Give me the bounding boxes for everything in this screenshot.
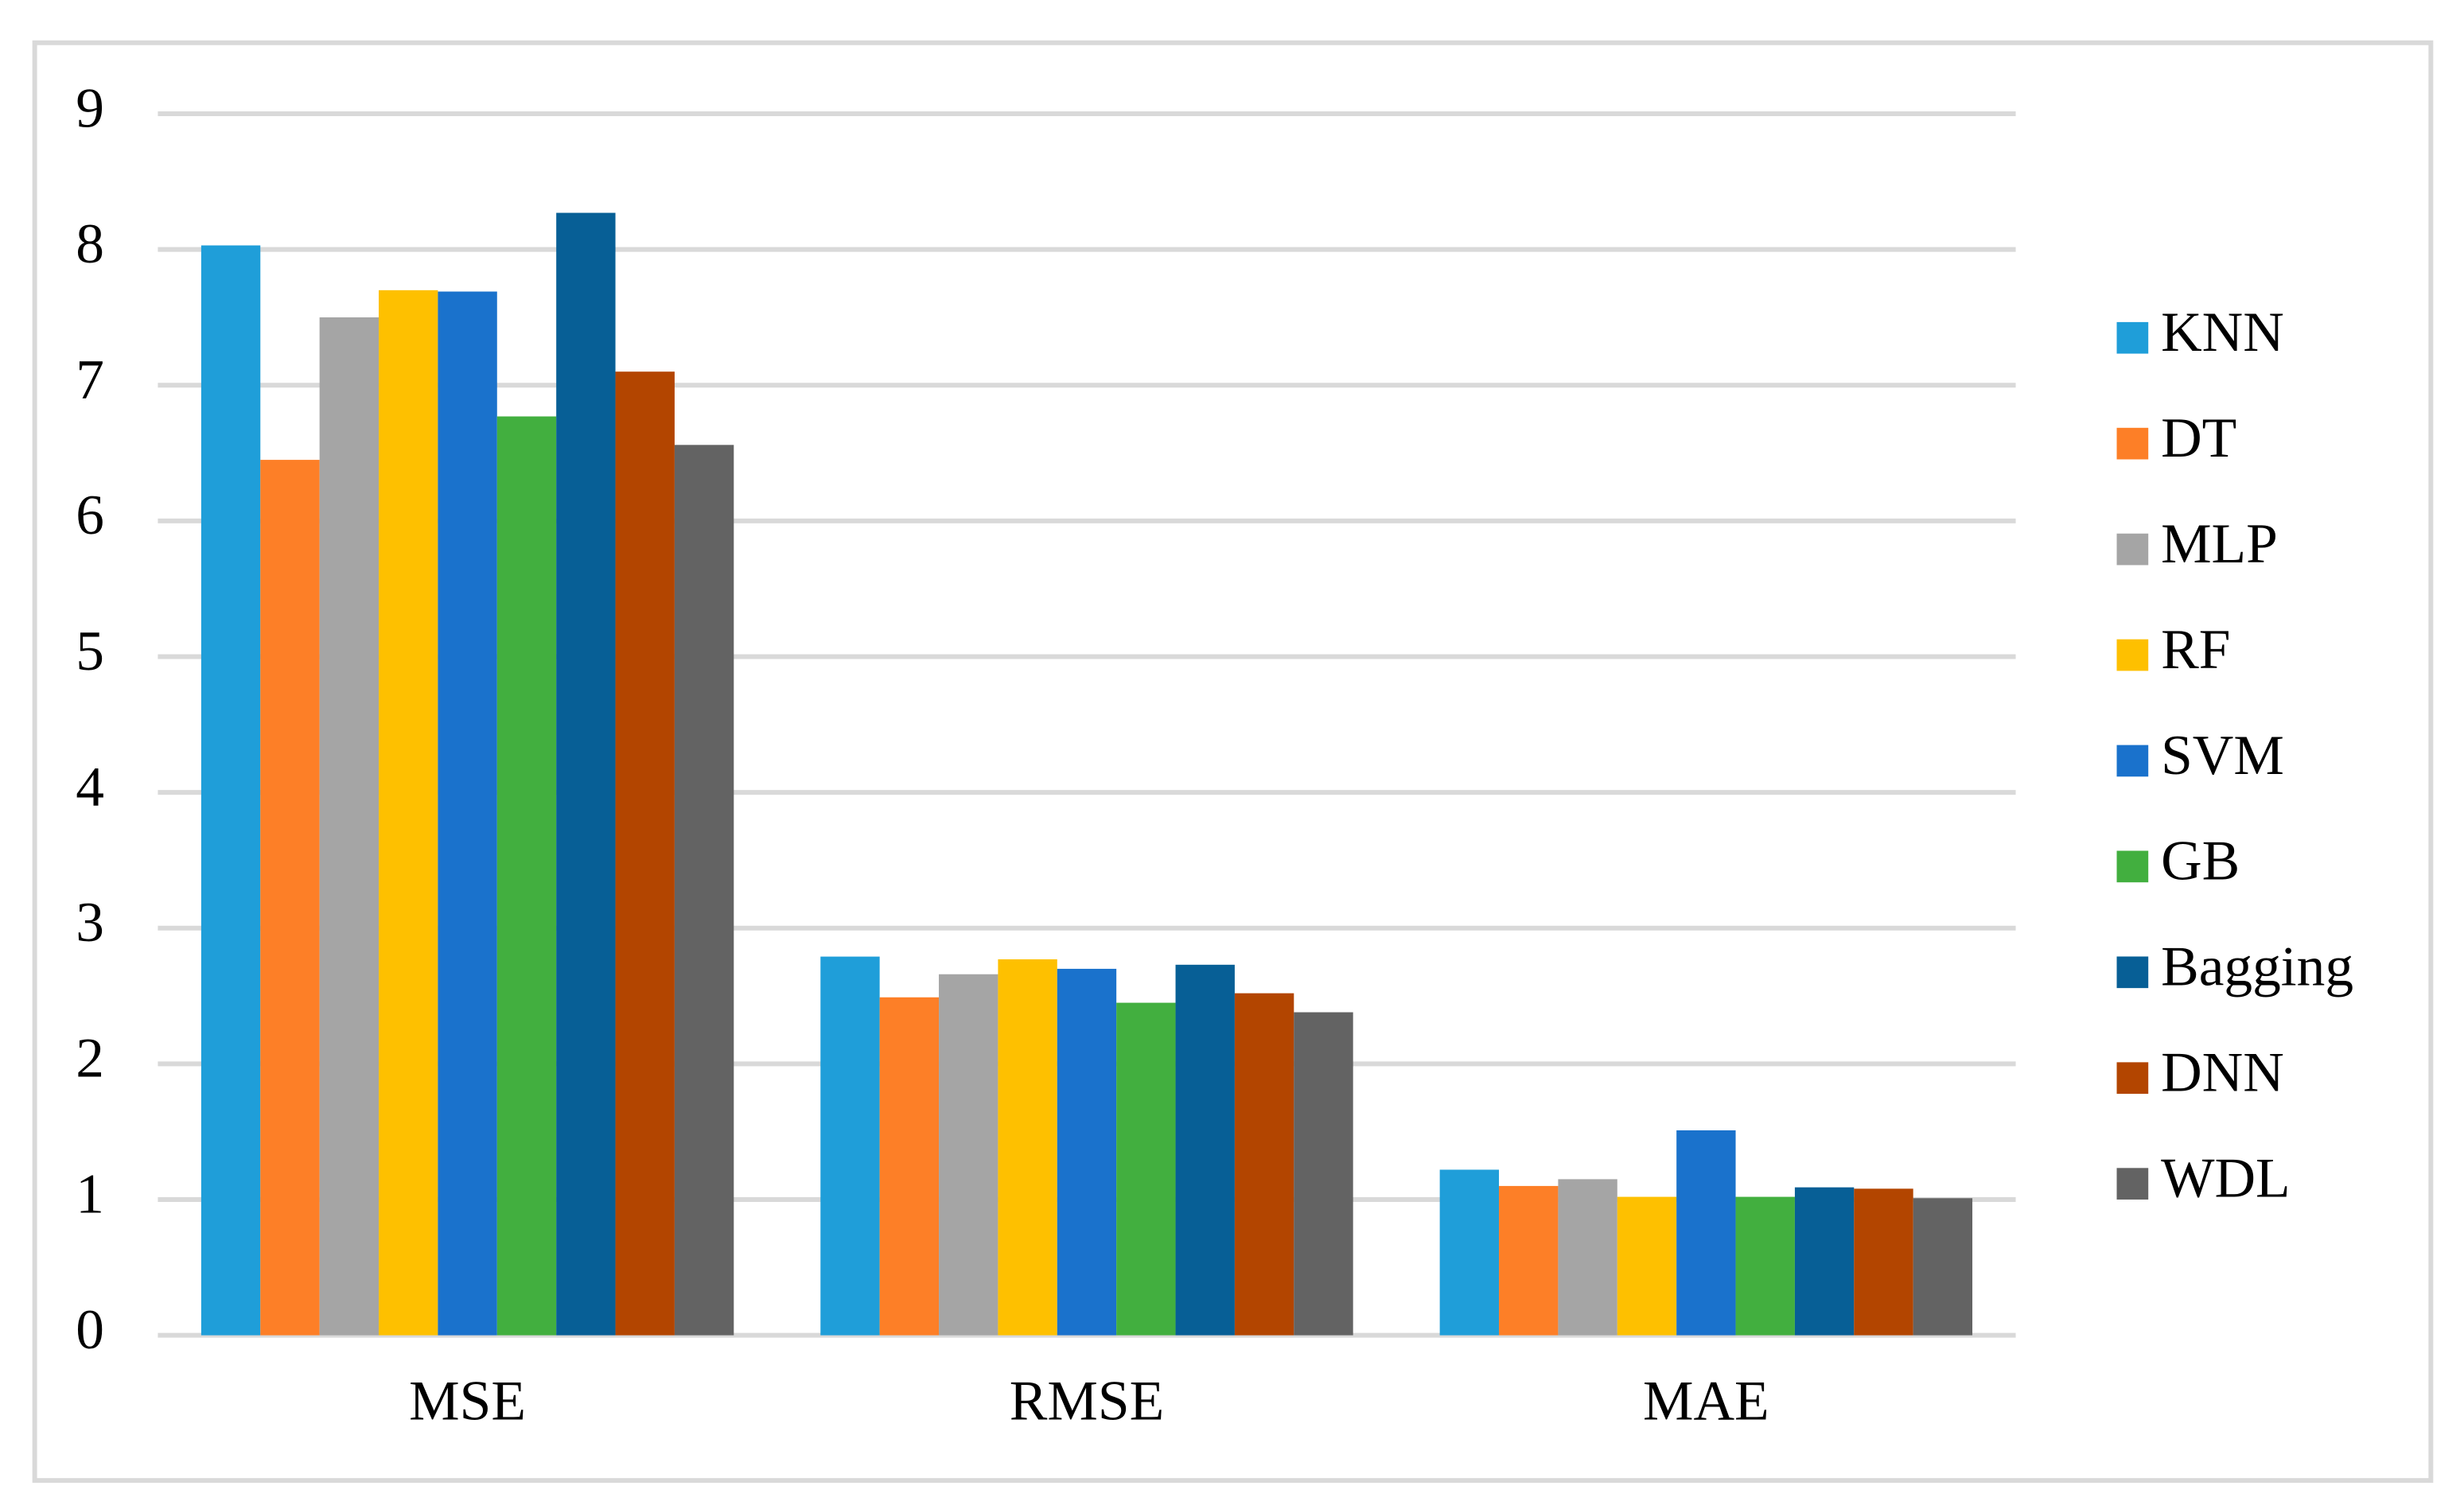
- x-tick-label: RMSE: [1010, 1369, 1164, 1432]
- legend-label: KNN: [2161, 301, 2284, 364]
- bar: [1617, 1196, 1677, 1336]
- legend-label: DT: [2161, 406, 2236, 469]
- legend-label: GB: [2161, 830, 2240, 893]
- y-tick-label: 1: [76, 1162, 104, 1225]
- legend-label: Bagging: [2161, 935, 2353, 998]
- y-tick-label: 6: [76, 484, 104, 546]
- legend-label: DNN: [2161, 1041, 2284, 1104]
- y-tick-label: 9: [76, 76, 104, 139]
- bar: [556, 212, 616, 1336]
- bar: [260, 460, 320, 1336]
- bar: [379, 290, 438, 1336]
- legend-swatch: [2116, 321, 2149, 354]
- bar: [1057, 968, 1117, 1336]
- y-tick-label: 7: [76, 348, 104, 411]
- y-tick-label: 5: [76, 620, 104, 683]
- bar: [1854, 1188, 1913, 1336]
- legend-swatch: [2116, 1168, 2149, 1200]
- x-tick-label: MAE: [1643, 1369, 1769, 1432]
- bar: [1913, 1198, 1973, 1336]
- legend-label: MLP: [2161, 512, 2278, 575]
- bar: [998, 959, 1057, 1336]
- legend-swatch: [2116, 850, 2149, 883]
- bar: [879, 997, 940, 1336]
- y-tick-label: 2: [76, 1027, 104, 1090]
- legend-swatch: [2116, 745, 2149, 777]
- bar: [1439, 1169, 1500, 1336]
- x-tick-label: MSE: [409, 1369, 526, 1432]
- bar: [438, 291, 497, 1336]
- bar: [1116, 1002, 1176, 1336]
- legend-label: WDL: [2161, 1147, 2291, 1210]
- legend-swatch: [2116, 639, 2149, 671]
- bar: [1175, 964, 1235, 1336]
- bar: [939, 974, 998, 1336]
- bar: [319, 317, 380, 1336]
- legend-swatch: [2116, 427, 2149, 460]
- bar: [1499, 1185, 1559, 1336]
- y-tick-label: 3: [76, 891, 104, 954]
- y-tick-label: 4: [76, 756, 104, 819]
- bar: [1794, 1187, 1855, 1336]
- bar: [674, 445, 734, 1336]
- bar: [1234, 993, 1294, 1336]
- bar: [496, 416, 557, 1336]
- y-tick-label: 8: [76, 212, 104, 275]
- bar: [1735, 1196, 1795, 1336]
- legend-swatch: [2116, 956, 2149, 989]
- bar: [1676, 1130, 1736, 1336]
- bar: [1558, 1179, 1617, 1336]
- y-tick-label: 0: [76, 1298, 104, 1361]
- legend-swatch: [2116, 1062, 2149, 1095]
- legend-swatch: [2116, 533, 2149, 566]
- legend-label: RF: [2161, 618, 2230, 681]
- bar: [615, 371, 675, 1336]
- bar: [820, 956, 880, 1336]
- legend-label: SVM: [2161, 724, 2284, 787]
- bar: [200, 245, 261, 1336]
- bar: [1294, 1012, 1353, 1336]
